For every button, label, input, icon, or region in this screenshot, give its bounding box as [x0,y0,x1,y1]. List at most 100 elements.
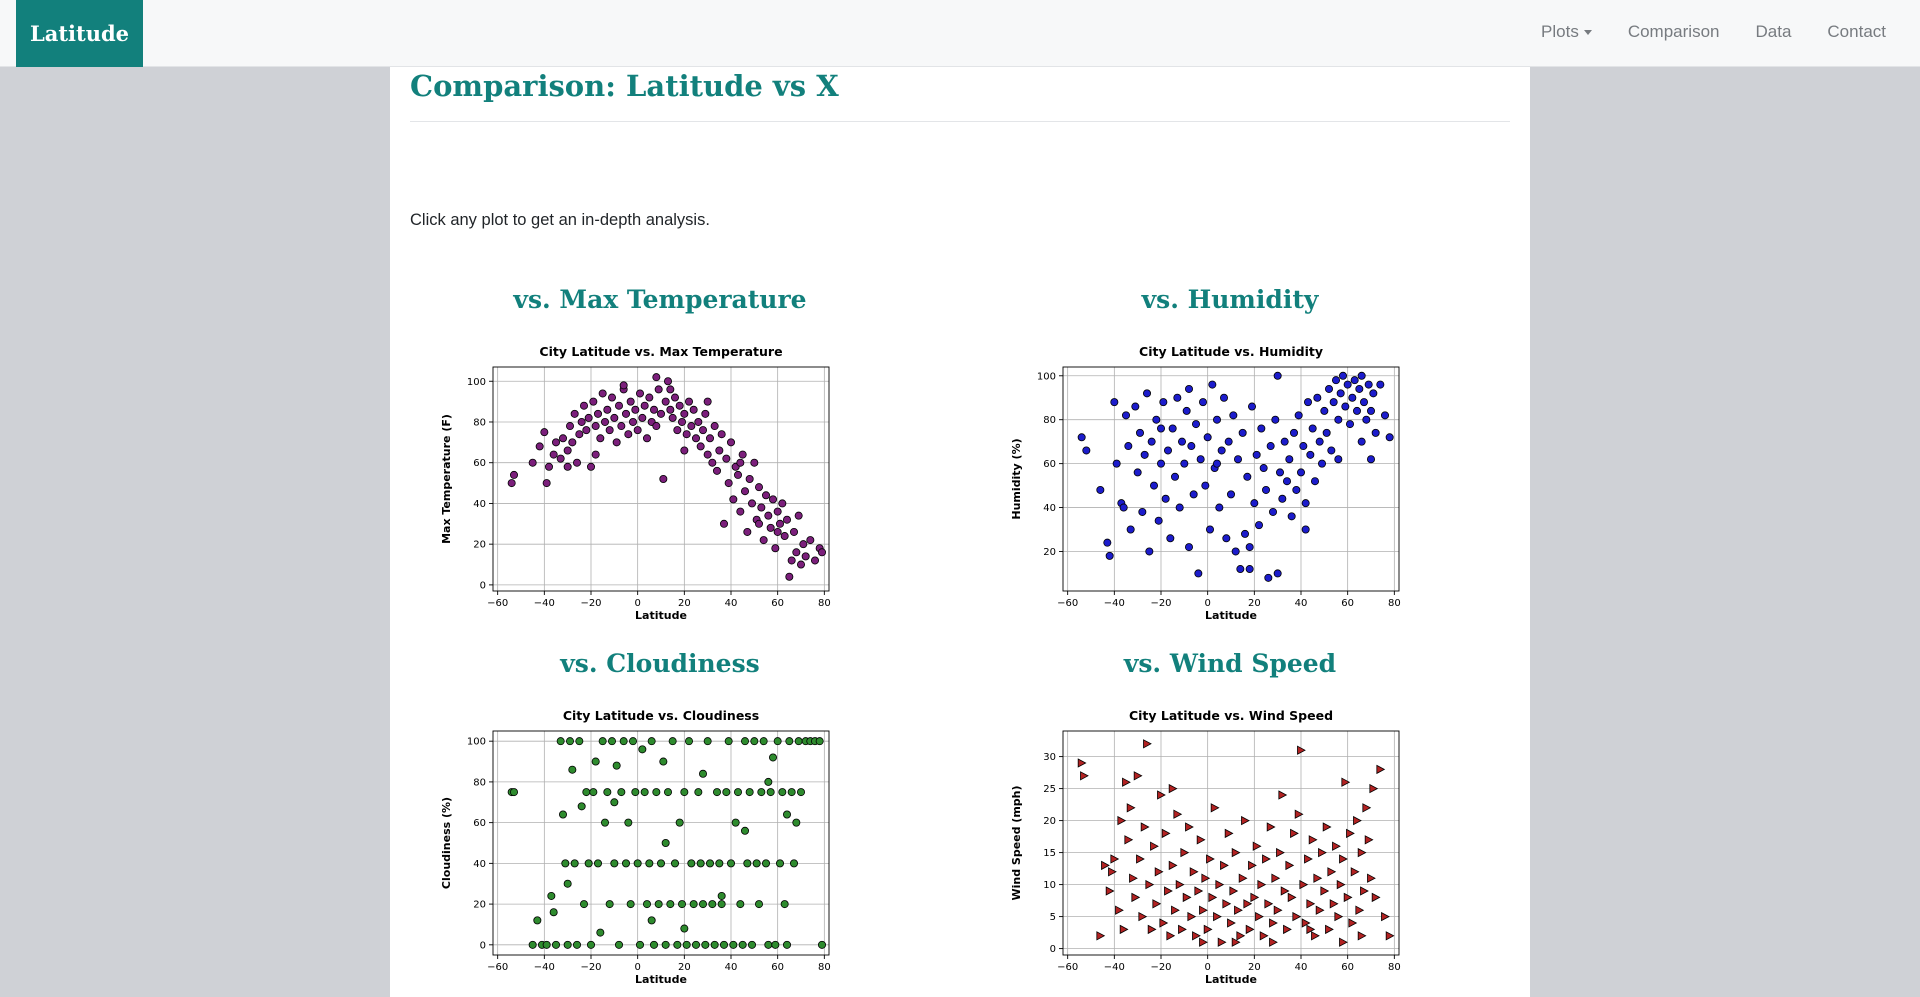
y-tick-label: 0 [1050,944,1056,955]
data-point [1129,873,1138,883]
data-point [624,818,633,827]
data-point [1306,450,1315,459]
data-point [810,556,819,565]
data-point [614,401,623,410]
y-tick-label: 20 [473,540,486,551]
data-point [1177,437,1186,446]
data-point [715,446,724,455]
data-point [717,430,726,439]
title-divider [410,121,1510,122]
data-point [1108,867,1117,877]
data-point [792,548,801,557]
data-point [1101,860,1110,871]
data-point [570,409,579,418]
data-point [1220,860,1229,871]
data-point [696,442,705,451]
plot-cloudiness[interactable]: City Latitude vs. Cloudiness −60 −40 −20 0 20… [420,701,840,986]
plot-humidity[interactable]: City Latitude vs. Humidity −60 −40 −20 0 20 40… [990,337,1410,622]
data-point [1339,937,1348,947]
data-point [736,900,745,909]
data-point [1283,924,1292,935]
data-point [1234,905,1243,915]
data-point [1290,828,1299,839]
data-point [1222,534,1231,543]
data-point [1371,892,1381,903]
data-point [1110,398,1119,407]
data-point [785,572,794,581]
data-point [703,397,712,406]
data-point [1269,918,1278,928]
data-point [642,434,651,443]
data-point [754,900,763,909]
data-point [1301,525,1310,534]
y-tick-label: 25 [1043,784,1056,795]
data-point [696,859,705,868]
page-title: Comparison: Latitude vs X [410,69,839,103]
data-point [712,788,721,797]
data-point [1133,468,1142,477]
data-point [1282,477,1291,486]
nav-data[interactable]: Data [1755,22,1792,41]
data-point [764,511,773,520]
data-point [1157,790,1166,800]
data-point [1385,433,1394,442]
data-point [619,737,628,746]
data-point [561,859,570,868]
data-point [771,544,780,553]
data-point [1315,437,1324,446]
nav-contact[interactable]: Contact [1827,22,1886,41]
data-point [1380,411,1389,420]
intro-text: Click any plot to get an in-depth analys… [410,211,710,229]
data-point [1171,905,1180,915]
data-point [1271,873,1281,883]
data-point [1355,905,1365,915]
data-point [596,434,605,443]
y-tick-label: 10 [1043,880,1056,891]
nav-comparison[interactable]: Comparison [1627,22,1720,41]
data-point [1077,433,1086,442]
data-point [806,536,815,545]
data-point [778,788,787,797]
data-point [1215,879,1225,890]
data-point [729,940,738,949]
data-point [1376,380,1385,389]
data-point [607,737,616,746]
data-point [1212,459,1221,468]
x-tick-label: 80 [1388,962,1401,973]
data-point [736,458,745,467]
data-point [1180,847,1190,858]
nav-plots-dropdown[interactable]: Plots [1541,22,1592,42]
data-point [1138,507,1147,516]
data-point [703,450,712,459]
brand-logo[interactable]: Latitude [16,0,143,67]
data-point [535,442,544,451]
x-tick-label: 40 [1295,962,1308,973]
data-point [1243,472,1252,481]
data-point [558,434,567,443]
data-point [1266,442,1275,451]
data-point [1294,809,1304,819]
data-point [1245,543,1254,552]
data-point [775,519,784,528]
data-point [1180,459,1189,468]
data-point [1163,446,1172,455]
plot-temperature[interactable]: City Latitude vs. Max Temperature −60 −40 −… [420,337,840,622]
data-point [1364,835,1374,845]
data-point [1311,931,1320,941]
main-container: Comparison: Latitude vs X Click any plot… [390,67,1530,997]
data-point [1156,424,1165,433]
data-point [684,737,693,746]
data-point [635,940,644,949]
data-point [586,462,595,471]
data-point [1259,464,1268,473]
plot-heading-humidity: vs. Humidity [1141,285,1319,314]
data-point [572,458,581,467]
data-point [1170,472,1179,481]
data-point [1112,459,1121,468]
data-point [591,450,600,459]
data-point [731,818,740,827]
plot-wind-speed[interactable]: City Latitude vs. Wind Speed −60 −40 −20 0 20… [990,701,1410,986]
chart-title: City Latitude vs. Wind Speed [1129,708,1333,723]
data-point [1355,384,1364,393]
data-point [1247,402,1256,411]
